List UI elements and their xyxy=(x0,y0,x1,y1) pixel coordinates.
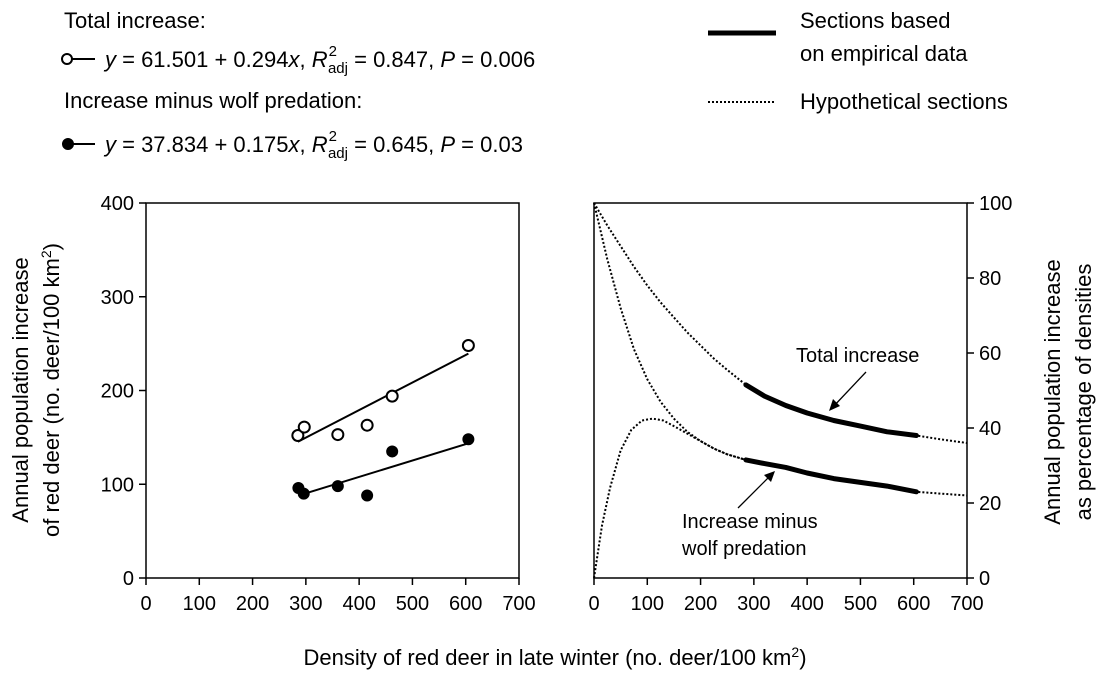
left-x-tick-label: 100 xyxy=(183,593,216,615)
left-y-tick-label: 400 xyxy=(101,193,134,215)
data-point-total xyxy=(360,418,374,432)
right-curves xyxy=(593,202,968,579)
legend-dotted-label: Hypothetical sections xyxy=(800,89,1008,114)
legend-total-line xyxy=(61,53,95,65)
left-x-tick-label: 500 xyxy=(396,593,429,615)
fit-line xyxy=(303,442,469,495)
data-point-total xyxy=(385,389,399,403)
left-points xyxy=(291,339,475,502)
annotation-total: Total increase xyxy=(796,345,919,367)
right-ylabel-2: as percentage of densities xyxy=(1071,264,1096,521)
x-axis-label: Density of red deer in late winter (no. … xyxy=(303,644,806,670)
left-x-tick-label: 300 xyxy=(289,593,322,615)
data-point-total xyxy=(291,429,305,442)
right-y-tick-label: 60 xyxy=(979,343,1001,365)
empirical-curve xyxy=(743,457,919,495)
hypothetical-curve xyxy=(593,417,747,579)
left-y-tick-label: 100 xyxy=(101,474,134,496)
left-x-tick-label: 600 xyxy=(449,593,482,615)
left-y-tick-label: 300 xyxy=(101,287,134,309)
legend-minus-equation: y = 37.834 + 0.175x, R2 adj = 0.645, P = … xyxy=(103,128,523,162)
left-y-tick-label: 200 xyxy=(101,381,134,403)
right-x-tick-label: 100 xyxy=(631,593,664,615)
right-y-tick-label: 100 xyxy=(979,193,1012,215)
legend-minus-heading: Increase minus wolf predation: xyxy=(64,88,362,113)
right-ylabel-1: Annual population increase xyxy=(1040,259,1065,524)
left-y-tick-label: 0 xyxy=(123,568,134,590)
left-fit-lines xyxy=(297,352,469,495)
left-x-tick-label: 700 xyxy=(502,593,535,615)
right-y-tick-label: 0 xyxy=(979,568,990,590)
right-plot-frame xyxy=(593,202,968,579)
data-point-minus xyxy=(386,445,399,458)
right-x-tick-label: 500 xyxy=(844,593,877,615)
right-y-tick-label: 20 xyxy=(979,493,1001,515)
data-point-total xyxy=(297,420,311,434)
left-x-tick-label: 400 xyxy=(342,593,375,615)
right-ticks: 0 100 200 300 400 500 600 700 0 20 40 60 80 100 xyxy=(588,193,1012,615)
right-x-tick-label: 600 xyxy=(897,593,930,615)
data-point-total xyxy=(331,428,345,442)
left-ticks: 0 100 200 300 400 500 600 700 0 100 200 300 400 xyxy=(101,193,536,615)
arrow-total xyxy=(829,371,867,411)
legend-minus-line xyxy=(62,138,95,150)
left-ylabel-1: Annual population increase xyxy=(8,257,33,522)
left-x-tick-label: 0 xyxy=(140,593,151,615)
legend-total-heading: Total increase: xyxy=(64,8,206,33)
annotation-minus-2: wolf predation xyxy=(681,538,807,560)
hypothetical-curve xyxy=(593,202,968,444)
right-x-tick-label: 300 xyxy=(737,593,770,615)
right-panel: 0 100 200 300 400 500 600 700 0 20 40 60 80 100 xyxy=(588,193,1012,615)
data-point-minus xyxy=(462,433,475,446)
data-point-minus xyxy=(297,487,310,500)
data-point-minus xyxy=(361,489,374,502)
empirical-curve xyxy=(743,382,919,438)
left-ylabel-2: of red deer (no. deer/100 km2) xyxy=(38,243,64,537)
left-panel: 0 100 200 300 400 500 600 700 0 100 200 300 400 xyxy=(101,193,536,615)
fit-line xyxy=(297,352,469,443)
legend-solid-label-2: on empirical data xyxy=(800,41,968,66)
right-y-tick-label: 40 xyxy=(979,418,1001,440)
data-point-total xyxy=(461,339,475,352)
right-x-tick-label: 400 xyxy=(790,593,823,615)
legend-solid-label-1: Sections based xyxy=(800,8,950,33)
left-x-tick-label: 200 xyxy=(236,593,269,615)
right-x-tick-label: 200 xyxy=(684,593,717,615)
data-point-minus xyxy=(331,480,344,493)
right-y-tick-label: 80 xyxy=(979,268,1001,290)
right-x-tick-label: 0 xyxy=(588,593,599,615)
annotation-minus-1: Increase minus xyxy=(682,511,818,533)
right-x-tick-label: 700 xyxy=(950,593,983,615)
left-plot-frame xyxy=(145,202,520,579)
legend-total-equation: y = 61.501 + 0.294x, R2 adj = 0.847, P = … xyxy=(103,43,535,77)
arrow-minus xyxy=(737,471,775,509)
